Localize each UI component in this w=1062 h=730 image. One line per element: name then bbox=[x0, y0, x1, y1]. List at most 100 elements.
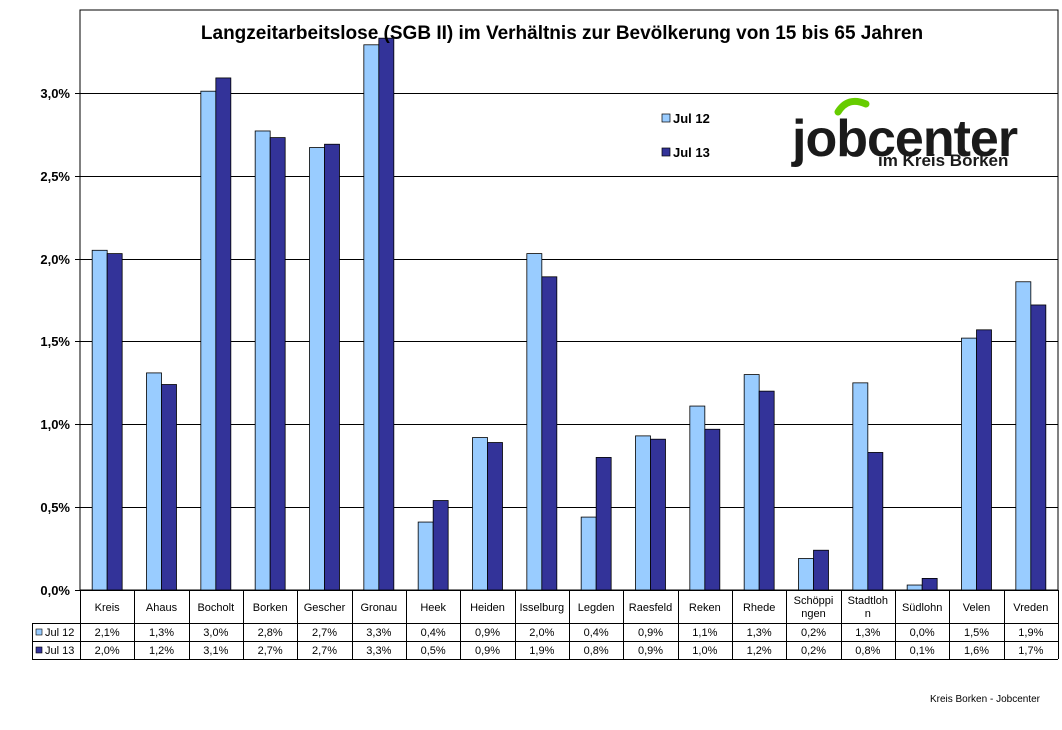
category-label: Bocholt bbox=[197, 602, 234, 614]
bar bbox=[689, 405, 706, 591]
bar bbox=[1015, 281, 1032, 591]
data-label: 2,7% bbox=[258, 645, 283, 657]
data-label: 2,7% bbox=[312, 645, 337, 657]
category-label: Schöppi bbox=[794, 595, 834, 607]
chart-title: Langzeitarbeitslose (SGB II) im Verhältn… bbox=[201, 23, 923, 44]
category-label: Rhede bbox=[743, 602, 775, 614]
data-label: 3,1% bbox=[203, 645, 228, 657]
bar bbox=[269, 137, 286, 591]
data-label: 1,1% bbox=[692, 627, 717, 639]
category-label: Heiden bbox=[470, 602, 505, 614]
data-label: 2,0% bbox=[529, 627, 554, 639]
bar bbox=[976, 329, 992, 591]
bar bbox=[650, 438, 666, 591]
data-label: 0,9% bbox=[638, 627, 663, 639]
data-label: 1,2% bbox=[747, 645, 772, 657]
category-label: Raesfeld bbox=[629, 602, 672, 614]
bar bbox=[106, 253, 123, 591]
bar bbox=[324, 143, 340, 591]
data-label: 0,4% bbox=[421, 627, 446, 639]
category-label: Gronau bbox=[360, 602, 397, 614]
bar bbox=[1030, 304, 1047, 591]
data-label: 0,1% bbox=[910, 645, 935, 657]
data-label: 0,9% bbox=[475, 645, 500, 657]
legend-label: Jul 13 bbox=[673, 145, 710, 160]
data-label: 1,3% bbox=[747, 627, 772, 639]
bar bbox=[541, 276, 558, 591]
data-label: 3,0% bbox=[203, 627, 228, 639]
legend-key bbox=[661, 147, 671, 157]
bar bbox=[432, 500, 449, 591]
category-label: Südlohn bbox=[902, 602, 942, 614]
y-tick-label: 0,0% bbox=[40, 583, 70, 598]
y-tick-label: 2,5% bbox=[40, 169, 70, 184]
bar bbox=[635, 435, 651, 591]
bar bbox=[417, 521, 434, 591]
bar bbox=[472, 437, 488, 591]
bar bbox=[758, 390, 775, 591]
category-label: Kreis bbox=[95, 602, 121, 614]
data-label: 1,2% bbox=[149, 645, 174, 657]
data-label: 0,8% bbox=[584, 645, 609, 657]
y-tick-label: 1,5% bbox=[40, 334, 70, 349]
data-label: 1,6% bbox=[964, 645, 989, 657]
bar bbox=[595, 457, 612, 591]
y-tick-label: 0,5% bbox=[40, 500, 70, 515]
data-label: 1,3% bbox=[855, 627, 880, 639]
bar bbox=[309, 147, 325, 591]
data-label: 2,0% bbox=[95, 645, 120, 657]
category-label: Velen bbox=[963, 602, 991, 614]
table-legend-key bbox=[35, 628, 43, 636]
data-label: 0,9% bbox=[475, 627, 500, 639]
category-label: Reken bbox=[689, 602, 721, 614]
data-label: 2,7% bbox=[312, 627, 337, 639]
category-label: Heek bbox=[420, 602, 446, 614]
data-label: 0,2% bbox=[801, 627, 826, 639]
data-label: 1,5% bbox=[964, 627, 989, 639]
data-label: 0,2% bbox=[801, 645, 826, 657]
category-label: ngen bbox=[801, 608, 825, 620]
bar bbox=[526, 253, 543, 591]
bar bbox=[580, 516, 597, 591]
data-label: 2,8% bbox=[258, 627, 283, 639]
bar bbox=[961, 337, 977, 591]
category-label: Gescher bbox=[304, 602, 346, 614]
logo-subtitle: im Kreis Borken bbox=[878, 151, 1008, 170]
data-label: 0,4% bbox=[584, 627, 609, 639]
logo-wordmark: jobcenter bbox=[791, 110, 1018, 168]
category-label: n bbox=[865, 608, 871, 620]
data-label: 1,9% bbox=[1018, 627, 1043, 639]
y-tick-label: 1,0% bbox=[40, 417, 70, 432]
data-label: 0,8% bbox=[855, 645, 880, 657]
data-label: 2,1% bbox=[95, 627, 120, 639]
bar bbox=[200, 90, 217, 591]
data-label: 3,3% bbox=[366, 627, 391, 639]
bar bbox=[487, 442, 503, 591]
bar bbox=[813, 549, 829, 591]
bar bbox=[921, 578, 938, 591]
category-label: Stadtloh bbox=[848, 595, 888, 607]
bar bbox=[867, 452, 884, 591]
data-label: 1,7% bbox=[1018, 645, 1043, 657]
category-label: Legden bbox=[578, 602, 615, 614]
bar bbox=[743, 374, 760, 591]
table-legend-key bbox=[35, 646, 43, 654]
data-label: 0,5% bbox=[421, 645, 446, 657]
table-series-name: Jul 12 bbox=[45, 627, 74, 639]
y-tick-label: 2,0% bbox=[40, 252, 70, 267]
bar bbox=[161, 384, 177, 591]
legend-label: Jul 12 bbox=[673, 111, 710, 126]
bar bbox=[852, 382, 869, 591]
data-label: 0,0% bbox=[910, 627, 935, 639]
bar bbox=[254, 130, 271, 591]
table-series-name: Jul 13 bbox=[45, 645, 74, 657]
bar bbox=[378, 37, 395, 591]
category-label: Borken bbox=[253, 602, 288, 614]
data-label: 3,3% bbox=[366, 645, 391, 657]
data-label: 1,0% bbox=[692, 645, 717, 657]
logo-accent-swoosh bbox=[834, 97, 870, 116]
data-label: 1,3% bbox=[149, 627, 174, 639]
category-label: Isselburg bbox=[520, 602, 565, 614]
